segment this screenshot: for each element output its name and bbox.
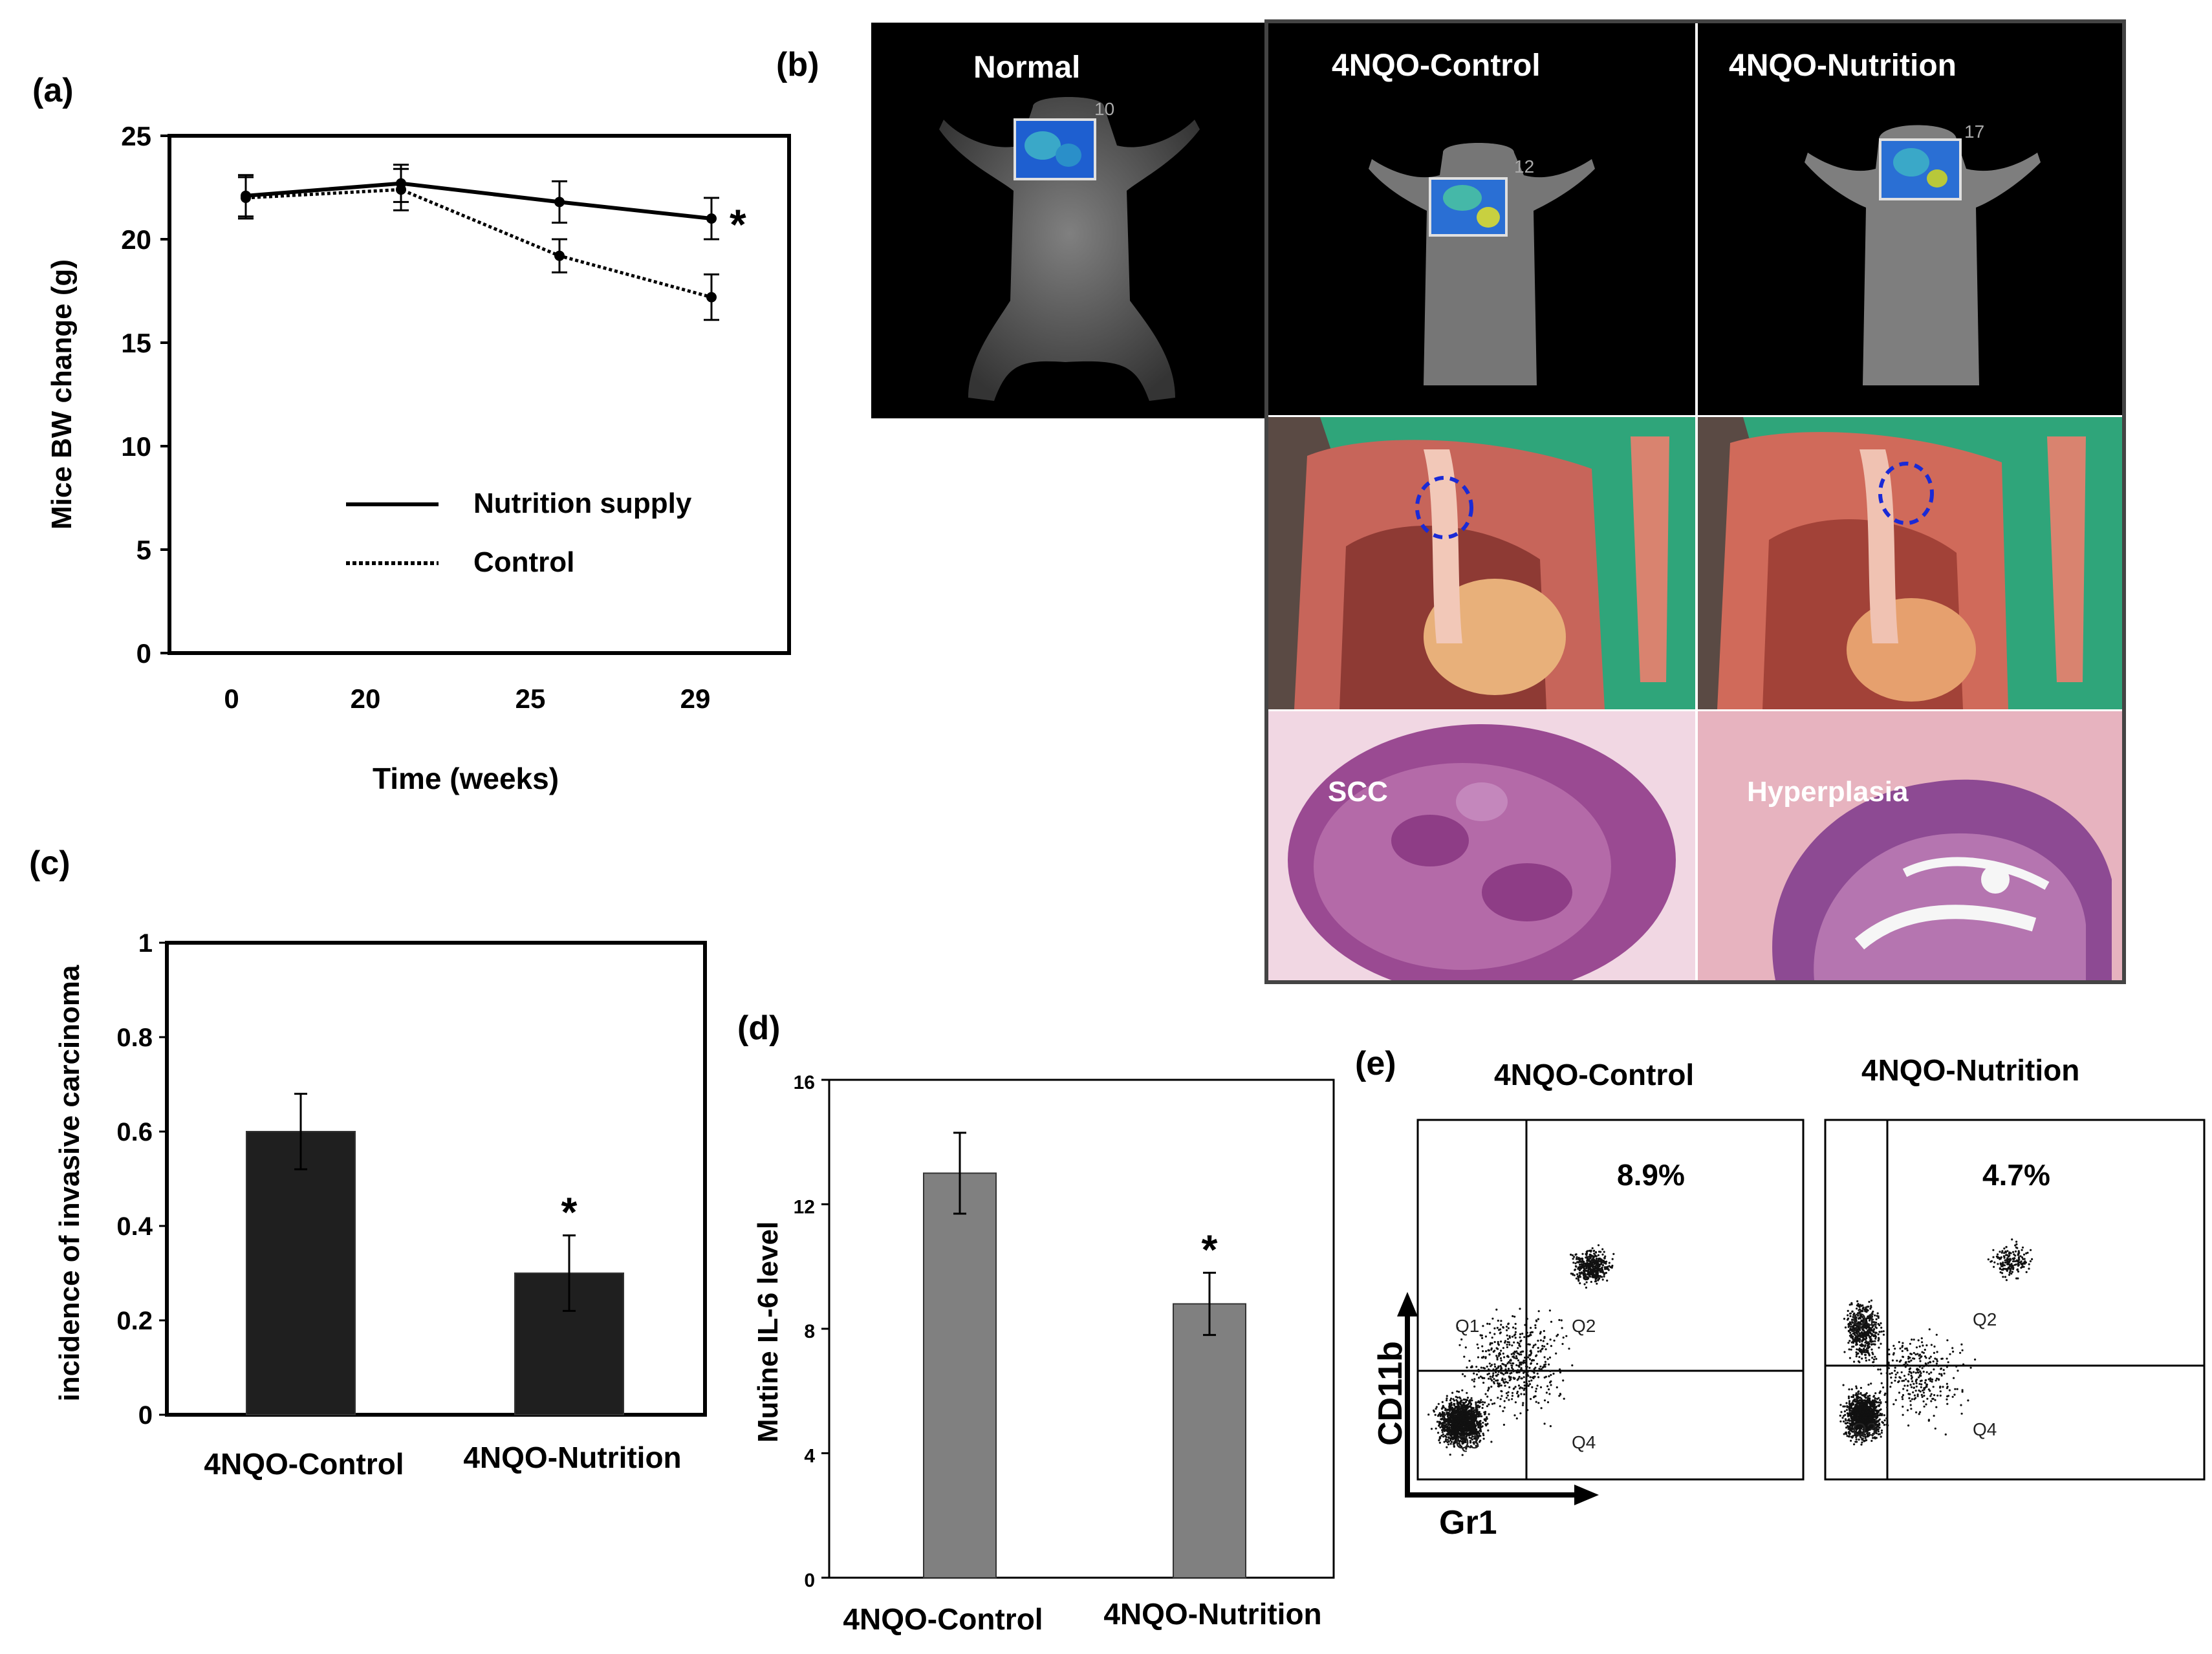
chart-a-series-line-1	[245, 188, 712, 299]
chart-c-yticklabel-4: 0.8	[116, 1024, 153, 1052]
ivis-title-nutrition: 4NQO-Nutrition	[1729, 48, 1957, 83]
chart-c-ylabel: incidence of invasive carcinoma	[54, 965, 85, 1401]
chart-c-yticklabel-1: 0.2	[116, 1307, 153, 1335]
flow-pct-control: 8.9%	[1617, 1158, 1685, 1192]
chart-c-xticklabel-1: 4NQO-Nutrition	[463, 1441, 681, 1474]
chart-d-xticklabel-1: 4NQO-Nutrition	[1103, 1597, 1321, 1631]
mouse-silhouette-control	[1369, 143, 1595, 385]
flow-q4-control: Q4	[1572, 1432, 1596, 1452]
chart-a-point-0-2	[554, 197, 565, 208]
flow-title-nutrition: 4NQO-Nutrition	[1861, 1053, 2080, 1087]
chart-d-xticklabel-0: 4NQO-Control	[843, 1602, 1043, 1636]
chart-d-significance: *	[1202, 1226, 1218, 1273]
chart-a-yticklabel-1: 5	[136, 535, 151, 565]
panel-label-c: (c)	[29, 844, 70, 882]
chart-d-il6: 0 4 8 12 16 4NQO-Control 4NQO-Nutrition * Muti…	[752, 1072, 1335, 1636]
chart-d-yticklabel-4: 16	[794, 1072, 815, 1093]
dissection-photo-control	[1268, 417, 1695, 709]
chart-a-yticklabel-0: 0	[136, 638, 151, 669]
panel-label-d: (d)	[737, 1009, 781, 1047]
histology-scc: SCC	[1268, 711, 1695, 980]
chart-c-yticklabel-2: 0.4	[116, 1212, 153, 1241]
chart-d-ylabel: Mutine IL-6 level	[752, 1221, 784, 1443]
chart-a-xticklabel-1: 20	[351, 683, 381, 714]
dissection-photo-nutrition	[1698, 417, 2122, 709]
mouse-silhouette-normal	[939, 97, 1200, 401]
ivis-title-control: 4NQO-Control	[1332, 48, 1541, 83]
chart-a-point-1-0	[241, 193, 251, 203]
chart-c-significance: *	[561, 1189, 578, 1236]
flow-q3-nutrition: Q3	[1852, 1419, 1876, 1439]
legend-nutrition-label: Nutrition supply	[473, 488, 692, 519]
chart-a-yticklabel-3: 15	[121, 328, 151, 358]
panel-label-b: (b)	[776, 46, 819, 83]
flow-cells-scatter-control	[1457, 1307, 1574, 1428]
chart-a-yticklabel-5: 25	[121, 121, 151, 151]
flow-q1-control: Q1	[1455, 1316, 1479, 1336]
ivis-control-image: 4NQO-Control 12	[1268, 23, 1695, 415]
tissue-label-scc: SCC	[1328, 776, 1388, 808]
flow-q2-nutrition: Q2	[1973, 1309, 1997, 1329]
mouse-silhouette-nutrition	[1805, 125, 2041, 385]
flow-xlabel-gr1: Gr1	[1439, 1504, 1497, 1541]
chart-d-yticklabel-0: 0	[804, 1570, 815, 1591]
chart-a-point-1-3	[706, 292, 717, 303]
roi-number-control: 12	[1514, 156, 1535, 177]
flow-q2-control: Q2	[1572, 1316, 1596, 1336]
flow-q1-nutrition: Q1	[1852, 1309, 1876, 1329]
ivis-normal-image: Normal 10	[871, 23, 1266, 418]
flow-q3-control: Q3	[1455, 1432, 1479, 1452]
flow-title-control: 4NQO-Control	[1494, 1058, 1695, 1091]
chart-d-bar-0	[923, 1172, 997, 1578]
flow-cells-q3-nutrition	[1839, 1383, 1888, 1446]
chart-c-yticklabel-0: 0	[138, 1401, 153, 1430]
chart-a-frame	[168, 134, 791, 655]
flow-plot-control: Q1 Q2 Q3 Q4	[1416, 1119, 1805, 1481]
chart-a-ylabel: Mice BW change (g)	[46, 259, 78, 530]
ivis-nutrition-image: 4NQO-Nutrition 17	[1698, 23, 2122, 415]
chart-a-yticklabel-4: 20	[121, 224, 151, 255]
flow-cells-q2-nutrition	[1987, 1238, 2033, 1282]
chart-c-yticklabel-5: 1	[138, 929, 153, 958]
chart-a-point-1-1	[396, 184, 406, 195]
roi-number-normal: 10	[1094, 99, 1115, 119]
ivis-title-normal: Normal	[973, 50, 1081, 85]
flow-ylabel-cd11b: CD11b	[1372, 1341, 1409, 1446]
chart-a-xticklabel-3: 29	[680, 683, 711, 714]
chart-a-significance: *	[730, 200, 746, 248]
chart-d-frame	[828, 1079, 1335, 1579]
histology-hyperplasia: Hyperplasia	[1698, 711, 2122, 980]
chart-a-series-line-0	[245, 181, 712, 220]
flow-cells-q3-control	[1427, 1390, 1493, 1456]
flow-plot-nutrition: Q1 Q2 Q3 Q4	[1824, 1119, 2206, 1481]
chart-d-yticklabel-1: 4	[804, 1446, 815, 1467]
chart-d-yticklabel-2: 8	[804, 1321, 815, 1342]
chart-a-xlabel: Time (weeks)	[373, 762, 559, 795]
legend-control-label: Control	[473, 546, 574, 578]
flow-cells-scatter-nutrition	[1868, 1328, 1977, 1436]
chart-c-xticklabel-0: 4NQO-Control	[204, 1447, 404, 1481]
chart-d-yticklabel-3: 12	[794, 1197, 815, 1218]
chart-d-bar-1	[1173, 1303, 1246, 1578]
chart-a-body-weight: 0 5 10 15 20 25 0 20 25 29 Mice BW change (g) Tim…	[46, 121, 791, 795]
flow-axis-arrows	[1397, 1292, 1599, 1505]
tissue-label-hyperplasia: Hyperplasia	[1747, 776, 1909, 808]
chart-c-bar-0	[246, 1131, 356, 1415]
chart-a-point-1-2	[554, 250, 565, 261]
chart-c-yticklabel-3: 0.6	[116, 1118, 153, 1146]
flow-cells-q1-nutrition	[1843, 1299, 1885, 1367]
chart-a-yticklabel-2: 10	[121, 431, 151, 462]
chart-a-point-0-3	[706, 213, 717, 224]
chart-c-invasive-carcinoma: 0 0.2 0.4 0.6 0.8 1 4NQO-Control 4NQO-Nutritio…	[54, 929, 707, 1481]
panel-label-e: (e)	[1355, 1045, 1396, 1082]
chart-c-frame	[165, 941, 707, 1417]
panel-b-frame	[1264, 19, 2126, 984]
flow-cells-q2-control	[1570, 1244, 1615, 1289]
chart-a-xticklabel-0: 0	[224, 683, 239, 714]
roi-number-nutrition: 17	[1964, 122, 1985, 142]
chart-a-xticklabel-2: 25	[515, 683, 546, 714]
flow-pct-nutrition: 4.7%	[1982, 1158, 2050, 1192]
panel-label-a: (a)	[32, 72, 74, 109]
flow-q4-nutrition: Q4	[1973, 1419, 1997, 1439]
